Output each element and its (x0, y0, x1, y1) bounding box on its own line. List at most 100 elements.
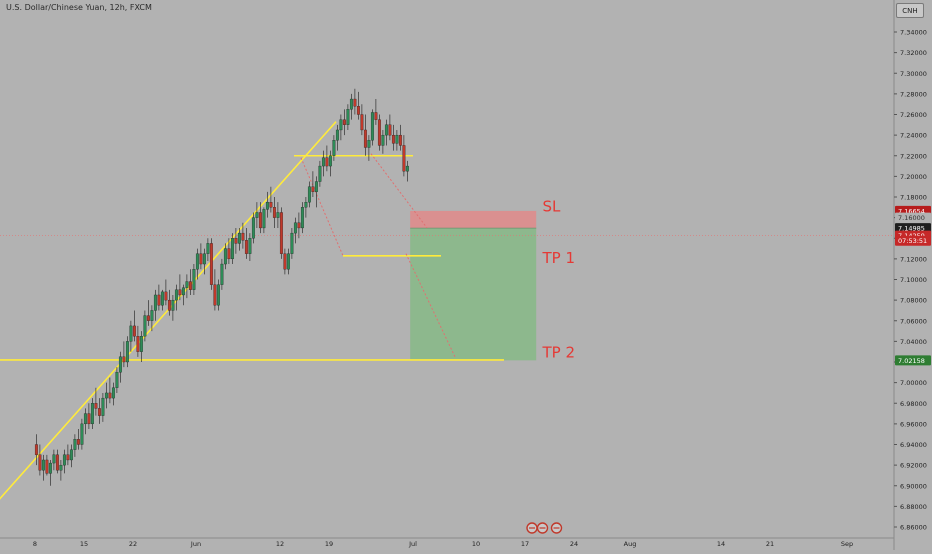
candle-body (209, 243, 213, 285)
annotation-label: TP 1 (542, 249, 576, 267)
candle-body (395, 134, 399, 144)
price-tag-label: 07:53:51 (898, 237, 927, 245)
candle-body (346, 109, 350, 125)
candle-body (69, 449, 73, 461)
candle-body (202, 253, 206, 265)
x-tick-label: Sep (841, 540, 853, 548)
y-tick-label: 7.30000 (900, 70, 927, 78)
x-tick-label: 24 (570, 540, 578, 548)
candle-body (41, 459, 45, 471)
candle-body (115, 372, 119, 388)
candle-body (195, 253, 199, 270)
candle-body (87, 413, 91, 425)
candle-body (122, 356, 126, 363)
candle-body (290, 232, 294, 254)
candle-body (293, 222, 297, 234)
candle-body (181, 287, 185, 296)
y-tick-label: 6.92000 (900, 462, 927, 470)
candle-body (388, 124, 392, 136)
y-tick-label: 7.20000 (900, 173, 927, 181)
candle-body (318, 165, 322, 182)
y-tick-label: 7.04000 (900, 338, 927, 346)
candle-body (258, 212, 262, 229)
y-tick-label: 7.22000 (900, 152, 927, 160)
candle-body (405, 165, 409, 172)
projection-line-1 (300, 157, 344, 256)
y-tick-label: 7.24000 (900, 132, 927, 140)
x-tick-label: 22 (129, 540, 137, 548)
price-tag-bg (895, 212, 931, 223)
y-tick-label: 6.98000 (900, 400, 927, 408)
candle-body (101, 397, 105, 416)
y-tick-label: 6.88000 (900, 503, 927, 511)
candle-body (300, 207, 304, 229)
candle-body (353, 98, 357, 107)
candle-body (171, 299, 175, 311)
candle-body (129, 325, 133, 342)
price-tag-label: 7.16000 (898, 214, 925, 222)
y-tick-label: 7.28000 (900, 90, 927, 98)
candle-body (143, 315, 147, 337)
candle-body (332, 140, 336, 156)
candle-body (269, 202, 273, 208)
x-tick-label: 10 (472, 540, 480, 548)
candle-body (251, 217, 255, 239)
candle-body (139, 336, 143, 352)
price-tag-label: 7.14985 (898, 225, 925, 233)
x-tick-label: 8 (33, 540, 37, 548)
candle-body (55, 454, 59, 471)
candle-body (286, 253, 290, 270)
projection-line-3 (405, 253, 456, 358)
candle-body (90, 403, 94, 425)
candle-body (223, 248, 227, 265)
symbol-title: U.S. Dollar/Chinese Yuan, 12h, FXCM (6, 3, 152, 12)
trend-line-1 (0, 121, 337, 500)
candle-body (52, 454, 56, 464)
candle-body (297, 222, 301, 229)
candle-body (272, 207, 276, 218)
candle-body (283, 253, 287, 270)
candle-body (230, 238, 234, 260)
y-tick-label: 7.26000 (900, 111, 927, 119)
candle-body (402, 145, 406, 172)
candle-body (328, 155, 332, 167)
x-tick-label: Jun (190, 540, 201, 548)
candle-body (45, 459, 49, 474)
y-tick-label: 6.96000 (900, 420, 927, 428)
candle-body (237, 232, 241, 244)
annotation-label: TP 2 (542, 344, 576, 362)
currency-badge[interactable]: CNH (896, 3, 924, 18)
candle-body (199, 253, 203, 265)
candle-body (104, 392, 108, 399)
candle-body (335, 129, 339, 141)
candle-body (136, 336, 140, 352)
x-tick-label: Aug (624, 540, 637, 548)
y-tick-label: 7.06000 (900, 317, 927, 325)
candle-body (255, 212, 259, 218)
y-tick-label: 6.86000 (900, 524, 927, 532)
candle-body (174, 289, 178, 301)
candle-body (66, 454, 70, 461)
candle-body (311, 186, 315, 192)
candle-body (307, 186, 311, 203)
price-tag-label: 7.16654 (898, 207, 925, 215)
candle-body (234, 238, 238, 244)
candle-body (398, 134, 402, 146)
candle-body (276, 212, 280, 218)
candle-body (227, 248, 231, 260)
y-tick-label: 7.34000 (900, 29, 927, 37)
candle-body (213, 284, 217, 306)
candle-body (370, 112, 374, 141)
y-tick-label: 7.32000 (900, 49, 927, 57)
candle-body (279, 212, 283, 254)
y-tick-label: 7.08000 (900, 297, 927, 305)
candle-body (76, 439, 80, 445)
candle-body (220, 263, 224, 285)
projection-line-2 (370, 153, 428, 229)
candle-body (216, 284, 220, 306)
x-tick-label: 21 (766, 540, 774, 548)
candle-body (178, 289, 182, 296)
candle-body (185, 281, 189, 288)
